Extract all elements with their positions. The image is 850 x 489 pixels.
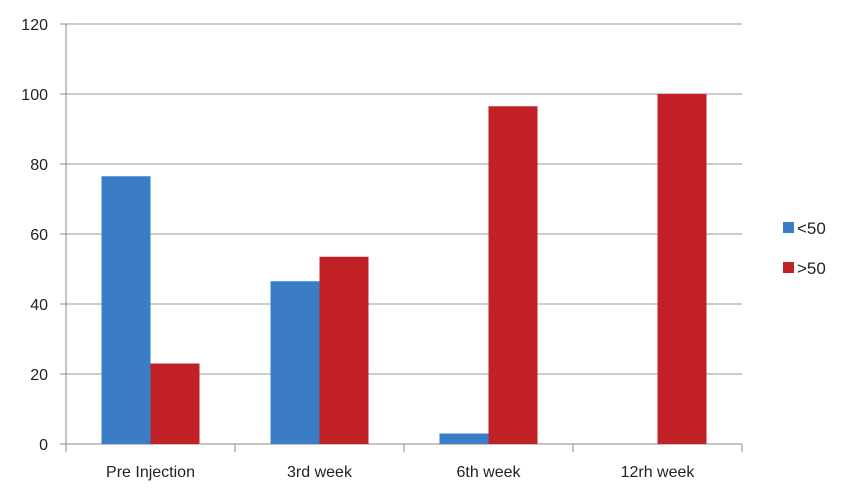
bar-lt50-1 xyxy=(270,281,320,444)
bar-gt50-0 xyxy=(150,363,200,444)
x-tick-label: 12rh week xyxy=(621,464,696,481)
y-tick-labels: 0 20 40 60 80 100 120 xyxy=(21,17,48,454)
bar-lt50-2 xyxy=(439,433,489,444)
y-tick-label: 100 xyxy=(21,87,48,104)
x-tick-label: Pre Injection xyxy=(106,464,195,481)
bar-lt50-0 xyxy=(101,176,151,444)
bar-gt50-3 xyxy=(657,94,707,444)
y-tick-label: 0 xyxy=(39,437,48,454)
bars xyxy=(101,94,707,444)
y-tick-label: 120 xyxy=(21,17,48,34)
gridlines xyxy=(66,23,742,375)
x-tick-label: 3rd week xyxy=(287,464,353,481)
y-tick-label: 80 xyxy=(30,157,48,174)
legend-label-gt50: >50 xyxy=(797,259,826,278)
x-tick-label: 6th week xyxy=(456,464,521,481)
x-tick-labels: Pre Injection 3rd week 6th week 12rh week xyxy=(106,464,695,481)
legend-swatch-gt50 xyxy=(783,262,794,273)
legend-swatch-lt50 xyxy=(783,222,794,233)
y-tick-label: 60 xyxy=(30,227,48,244)
bar-gt50-2 xyxy=(488,106,538,444)
y-tick-label: 40 xyxy=(30,297,48,314)
legend-label-lt50: <50 xyxy=(797,219,826,238)
legend: <50 >50 xyxy=(783,219,826,278)
bar-gt50-1 xyxy=(319,256,369,444)
y-tick-label: 20 xyxy=(30,367,48,384)
